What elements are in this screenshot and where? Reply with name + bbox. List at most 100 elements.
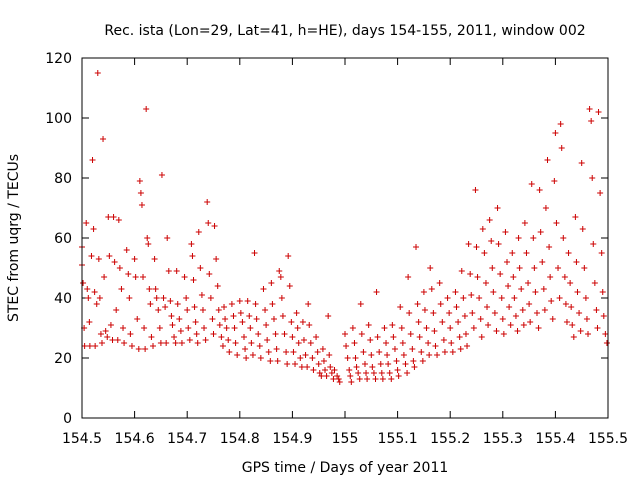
data-point [186,337,193,343]
data-point [355,370,362,376]
y-tick-label: 100 [45,111,72,127]
data-point [552,130,559,136]
data-point [541,307,548,313]
x-tick-label: 154.7 [167,431,207,447]
data-point [335,376,342,382]
data-point [334,373,341,379]
data-point [86,343,93,349]
data-point [413,244,420,250]
x-tick-label: 155.3 [483,431,523,447]
data-point [393,358,400,364]
data-point [232,340,239,346]
data-point [578,160,585,166]
data-point [128,343,135,349]
data-point [365,322,372,328]
data-point [127,331,134,337]
data-point [400,352,407,358]
data-point [132,274,139,280]
data-point [536,187,543,193]
data-point [104,334,111,340]
data-point [86,319,93,325]
data-point [262,307,269,313]
data-point [100,136,107,142]
data-point [523,250,530,256]
data-point [357,301,364,307]
data-point [548,298,555,304]
data-point [162,304,169,310]
data-point [325,313,332,319]
data-point [276,268,283,274]
data-point [148,334,155,340]
data-point [500,331,507,337]
data-point [243,355,250,361]
y-tick-label: 20 [54,351,72,367]
data-point [385,361,392,367]
data-point [581,265,588,271]
data-point [521,220,528,226]
data-point [391,346,398,352]
data-point [473,244,480,250]
data-point [209,316,216,322]
data-point [111,259,118,265]
data-point [491,310,498,316]
data-point [549,316,556,322]
data-point [314,349,321,355]
data-point [288,319,295,325]
data-point [504,259,511,265]
data-point [414,301,421,307]
data-point [512,313,519,319]
data-point [497,271,504,277]
data-point [542,205,549,211]
data-point [360,349,367,355]
data-point [490,289,497,295]
data-point [330,376,337,382]
data-point [482,280,489,286]
data-point [293,310,300,316]
data-point [563,319,570,325]
data-point [96,295,103,301]
data-point [348,379,355,385]
data-point [530,235,537,241]
data-point [155,307,162,313]
data-point [263,322,270,328]
data-point [377,361,384,367]
data-point [201,325,208,331]
data-point [493,328,500,334]
data-point [197,265,204,271]
data-point [557,121,564,127]
data-point [218,334,225,340]
data-point [399,340,406,346]
data-point [134,316,141,322]
data-point [599,289,606,295]
data-point [540,286,547,292]
data-point [411,364,418,370]
data-point [447,325,454,331]
data-point [92,343,99,349]
data-point [320,358,327,364]
x-tick-label: 155.1 [378,431,418,447]
data-point [125,271,132,277]
data-point [147,301,154,307]
data-point [502,229,509,235]
data-point [458,268,465,274]
data-point [226,349,233,355]
data-point [352,355,359,361]
data-point [476,295,483,301]
data-point [507,322,514,328]
data-point [246,313,253,319]
x-tick-label: 155 [332,431,359,447]
data-point [436,280,443,286]
data-point [426,352,433,358]
data-point [561,274,568,280]
data-point [138,202,145,208]
data-point [418,349,425,355]
data-point [198,292,205,298]
data-point [520,322,527,328]
y-tick-label: 120 [45,51,72,67]
data-point [178,340,185,346]
x-axis-label: GPS time / Days of year 2011 [242,460,449,476]
data-point [144,235,151,241]
data-point [427,265,434,271]
data-point [143,106,150,112]
data-point [518,286,525,292]
